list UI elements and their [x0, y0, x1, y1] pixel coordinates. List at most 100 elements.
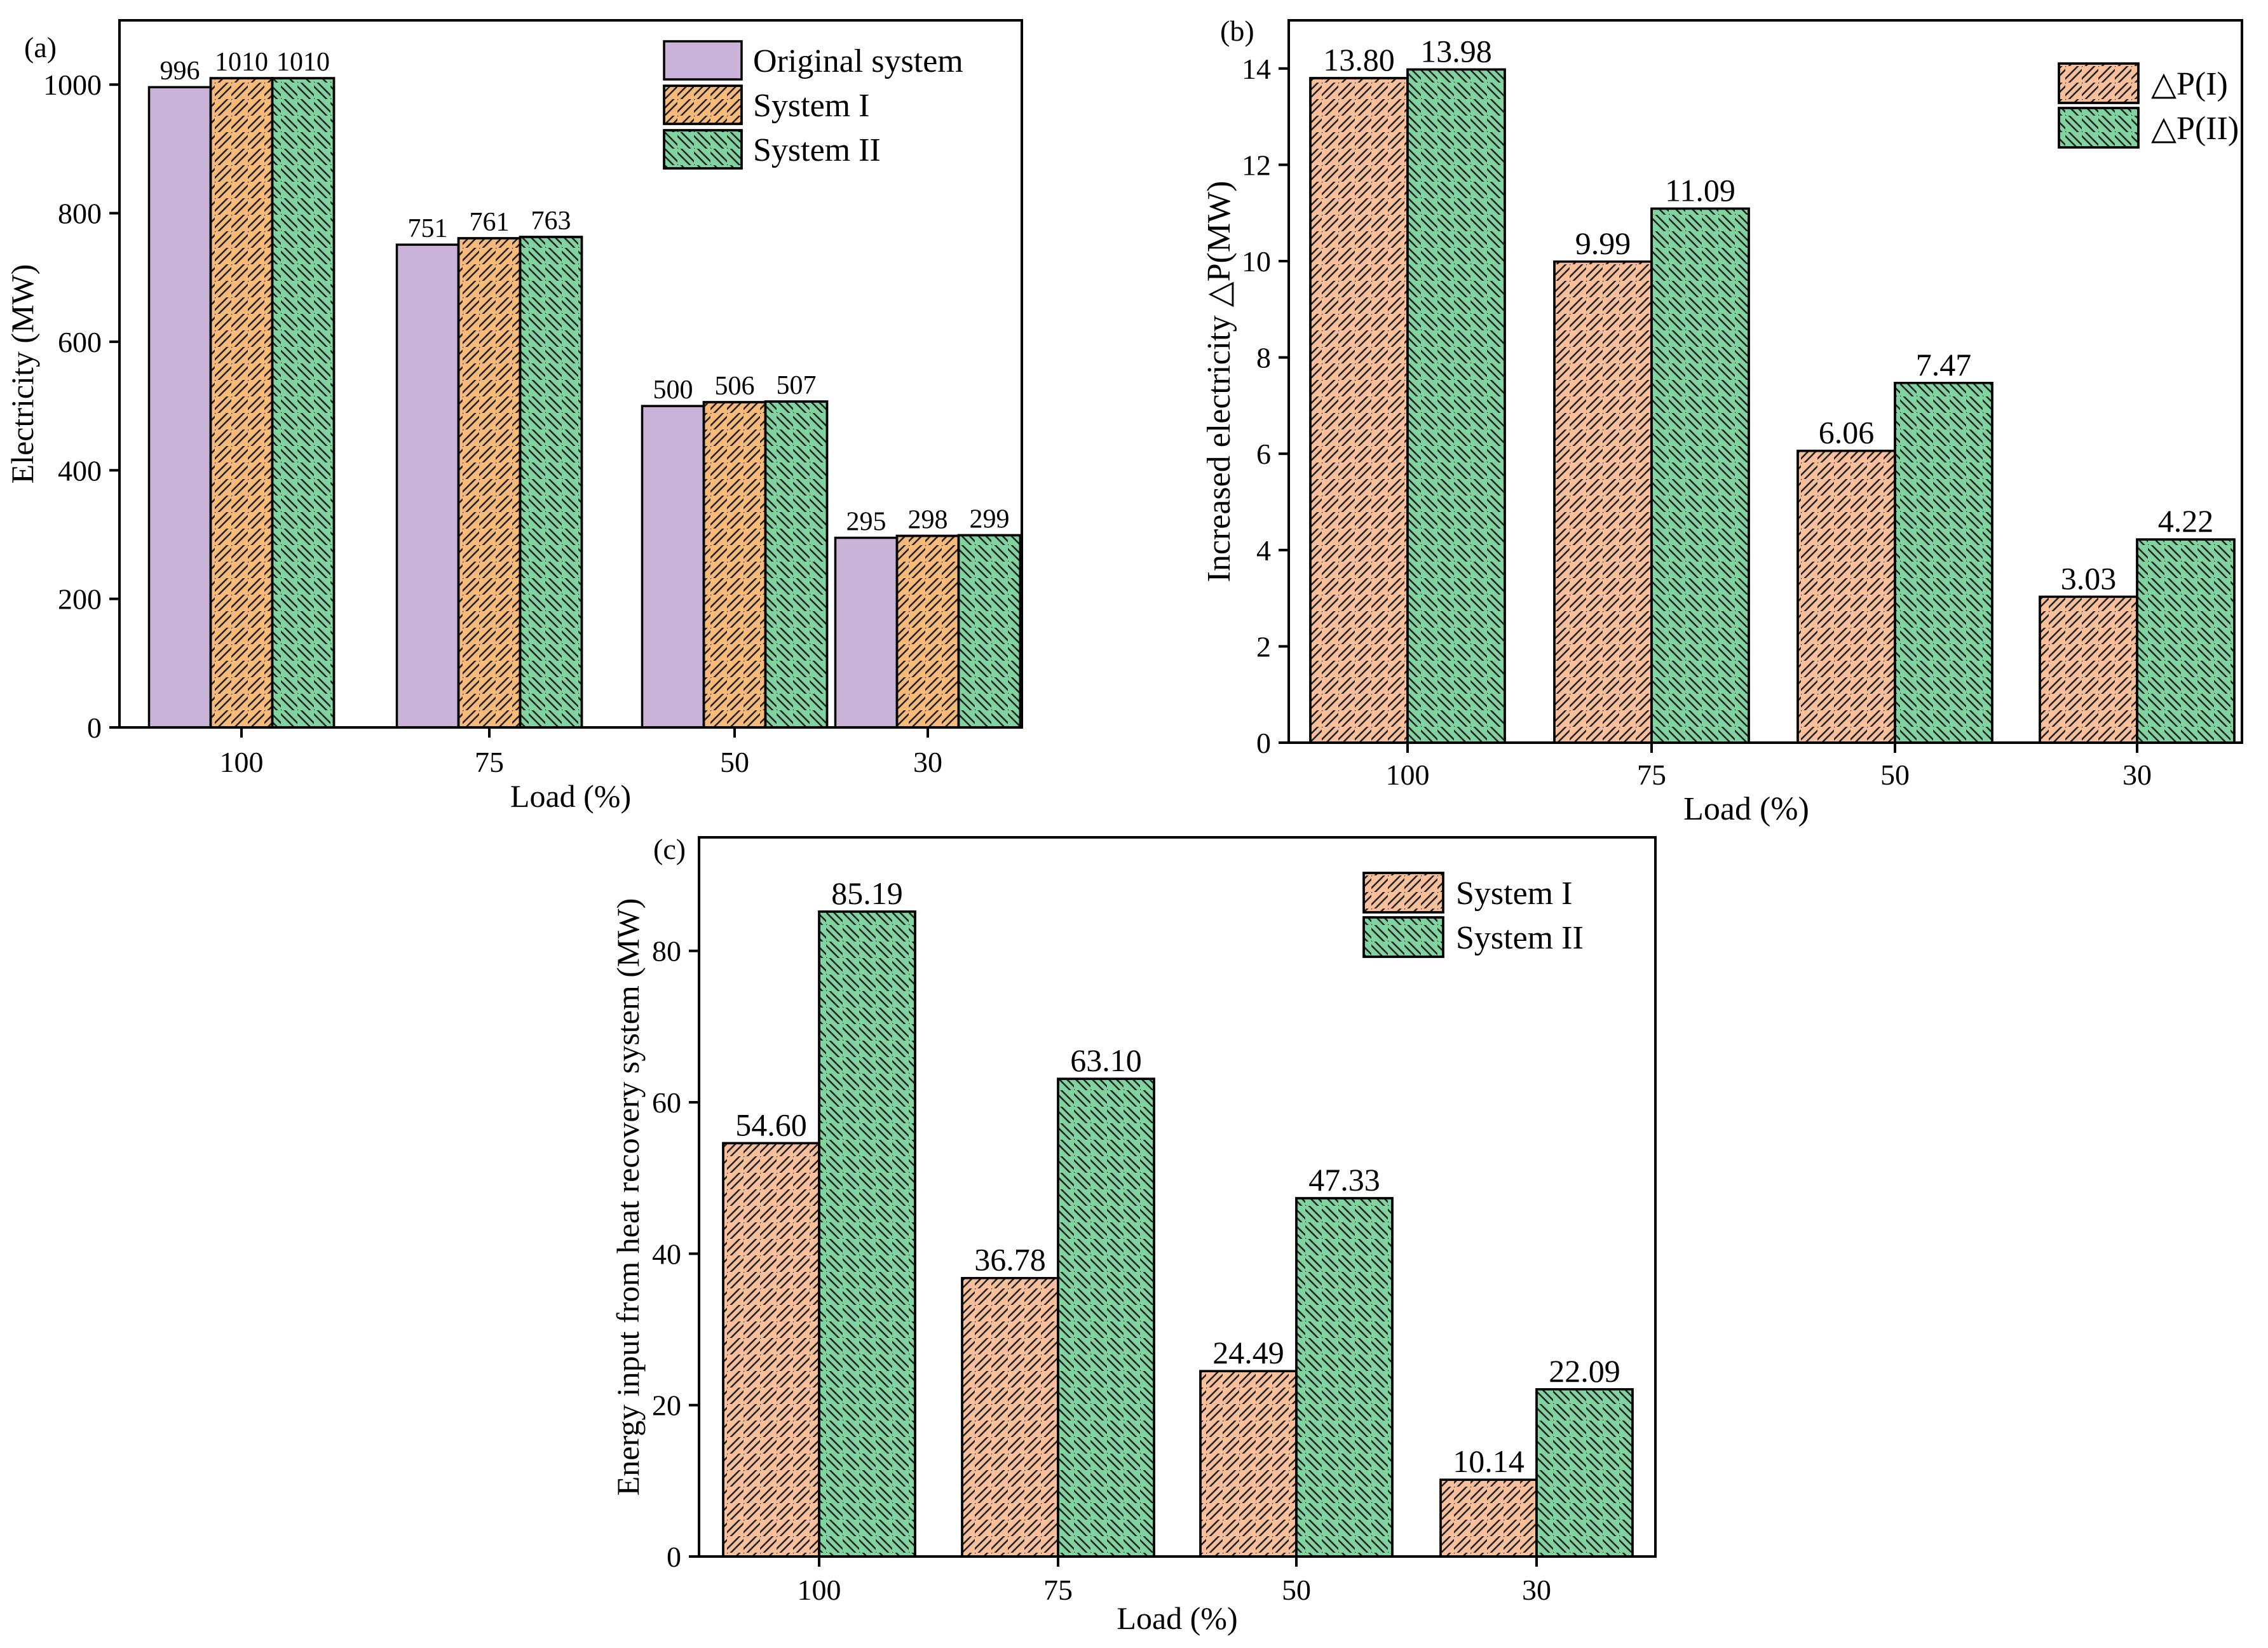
y-tick-label: 200: [58, 583, 102, 616]
y-axis-label: Electricity (MW): [4, 264, 40, 484]
x-tick-label: 50: [1880, 759, 1910, 791]
y-tick-label: 0: [667, 1541, 681, 1573]
legend-label: System I: [753, 88, 869, 124]
value-label: 47.33: [1308, 1162, 1380, 1198]
x-tick-label: 30: [1522, 1574, 1551, 1606]
y-tick-label: 80: [652, 935, 681, 968]
bar-hatch: [1441, 1480, 1537, 1557]
y-tick-label: 14: [1242, 53, 1271, 85]
plot-frame: [1287, 19, 2243, 744]
bar-hatch: [520, 236, 582, 727]
bar-hatch: [1200, 1371, 1296, 1557]
legend-swatch-hatch: [1362, 872, 1444, 914]
legend: Original system System I System II: [663, 40, 963, 170]
y-tick-label: 400: [58, 454, 102, 487]
value-label: 298: [908, 505, 948, 534]
value-label: 761: [470, 208, 510, 237]
bar-hatch: [1537, 1389, 1633, 1557]
x-tick-label: 75: [1637, 759, 1666, 791]
y-axis-label: Increased electricity △P(MW): [1201, 181, 1237, 583]
legend-label: Original system: [753, 43, 963, 79]
value-label: 1010: [215, 48, 268, 77]
x-axis-label: Load (%): [1117, 1600, 1237, 1636]
panel-label: (c): [653, 833, 686, 865]
x-tick-label: 50: [720, 746, 749, 778]
bar-hatch: [1895, 382, 1992, 743]
value-label: 13.80: [1323, 42, 1395, 78]
value-label: 13.98: [1420, 33, 1492, 69]
bar-original-system-50: [641, 405, 705, 729]
value-label: 11.09: [1665, 172, 1735, 208]
x-tick-label: 100: [220, 746, 264, 778]
y-tick-label: 1000: [43, 69, 102, 101]
legend-swatch-hatch: [2058, 62, 2140, 104]
bar-hatch: [1554, 261, 1652, 743]
x-axis-label: Load (%): [1683, 791, 1809, 827]
value-label: 507: [777, 371, 817, 400]
legend: System I System II: [1362, 872, 1584, 958]
bar-hatch: [458, 238, 520, 728]
panel-label: (a): [24, 31, 57, 64]
value-label: 500: [653, 375, 693, 405]
value-label: 763: [531, 206, 571, 236]
y-tick-label: 10: [1242, 245, 1271, 278]
legend-swatch-hatch: [1362, 916, 1444, 958]
y-tick-label: 6: [1256, 438, 1271, 470]
panel-a: 996 751 500 295 1010 761 506 298 1010 763 507 299 0 2…: [4, 19, 1023, 814]
bar-hatch: [765, 402, 827, 727]
x-tick-label: 30: [913, 746, 942, 778]
y-tick-label: 12: [1242, 149, 1271, 181]
value-label: 9.99: [1575, 226, 1631, 261]
bar-hatch: [1310, 78, 1408, 743]
legend-label: System II: [753, 132, 881, 168]
bar-hatch: [2137, 539, 2234, 743]
legend-label: △P(II): [2151, 111, 2239, 147]
value-label: 506: [715, 372, 755, 401]
y-axis-label: Energy input from heat recovery system (…: [610, 898, 646, 1496]
y-tick-label: 2: [1256, 630, 1271, 663]
bar-hatch: [958, 535, 1021, 727]
bar-original-system-30: [834, 536, 899, 729]
value-label: 63.10: [1070, 1043, 1142, 1078]
panel-label: (b): [1220, 15, 1254, 47]
y-tick-label: 0: [87, 712, 102, 744]
x-tick-label: 75: [1043, 1574, 1073, 1606]
bar-hatch: [272, 78, 334, 727]
value-label: 85.19: [831, 875, 903, 911]
value-label: 54.60: [735, 1107, 807, 1142]
bar-hatch: [1296, 1198, 1392, 1557]
y-tick-label: 8: [1256, 342, 1271, 374]
x-tick-label: 75: [475, 746, 504, 778]
value-label: 10.14: [1453, 1443, 1524, 1479]
y-tick-label: 0: [1256, 727, 1271, 759]
value-label: 7.47: [1916, 347, 1972, 382]
plot-frame: [698, 836, 1657, 1558]
panel-b: 13.80 9.99 6.06 3.03 13.98 11.09 7.47 4.22 0 2 4 6 8…: [1201, 15, 2243, 827]
y-tick-label: 4: [1256, 534, 1271, 567]
value-label: 996: [160, 57, 200, 86]
bar-hatch: [1652, 208, 1749, 743]
value-label: 1010: [276, 48, 330, 77]
bar-original-system-100: [147, 86, 212, 729]
panel-c: 54.60 36.78 24.49 10.14 85.19 63.10 47.33 22.09…: [610, 833, 1657, 1636]
value-label: 295: [846, 508, 886, 537]
legend-label: △P(I): [2151, 66, 2228, 102]
x-tick-label: 30: [2122, 759, 2152, 791]
value-label: 6.06: [1819, 415, 1875, 450]
value-label: 751: [408, 214, 448, 243]
x-tick-label: 50: [1282, 1574, 1311, 1606]
value-label: 36.78: [974, 1242, 1046, 1278]
bar-hatch: [1408, 69, 1505, 743]
legend: △P(I) △P(II): [2058, 62, 2239, 149]
x-tick-label: 100: [798, 1574, 841, 1606]
bar-original-system-75: [395, 243, 460, 729]
bar-hatch: [897, 536, 959, 727]
y-tick-label: 40: [652, 1238, 681, 1270]
bar-hatch: [703, 402, 766, 727]
bar-hatch: [723, 1143, 819, 1557]
y-tick-label: 60: [652, 1086, 681, 1119]
value-label: 24.49: [1212, 1335, 1284, 1370]
legend-swatch-hatch: [663, 129, 743, 170]
bar-hatch: [1798, 450, 1895, 743]
value-label: 22.09: [1549, 1353, 1620, 1389]
